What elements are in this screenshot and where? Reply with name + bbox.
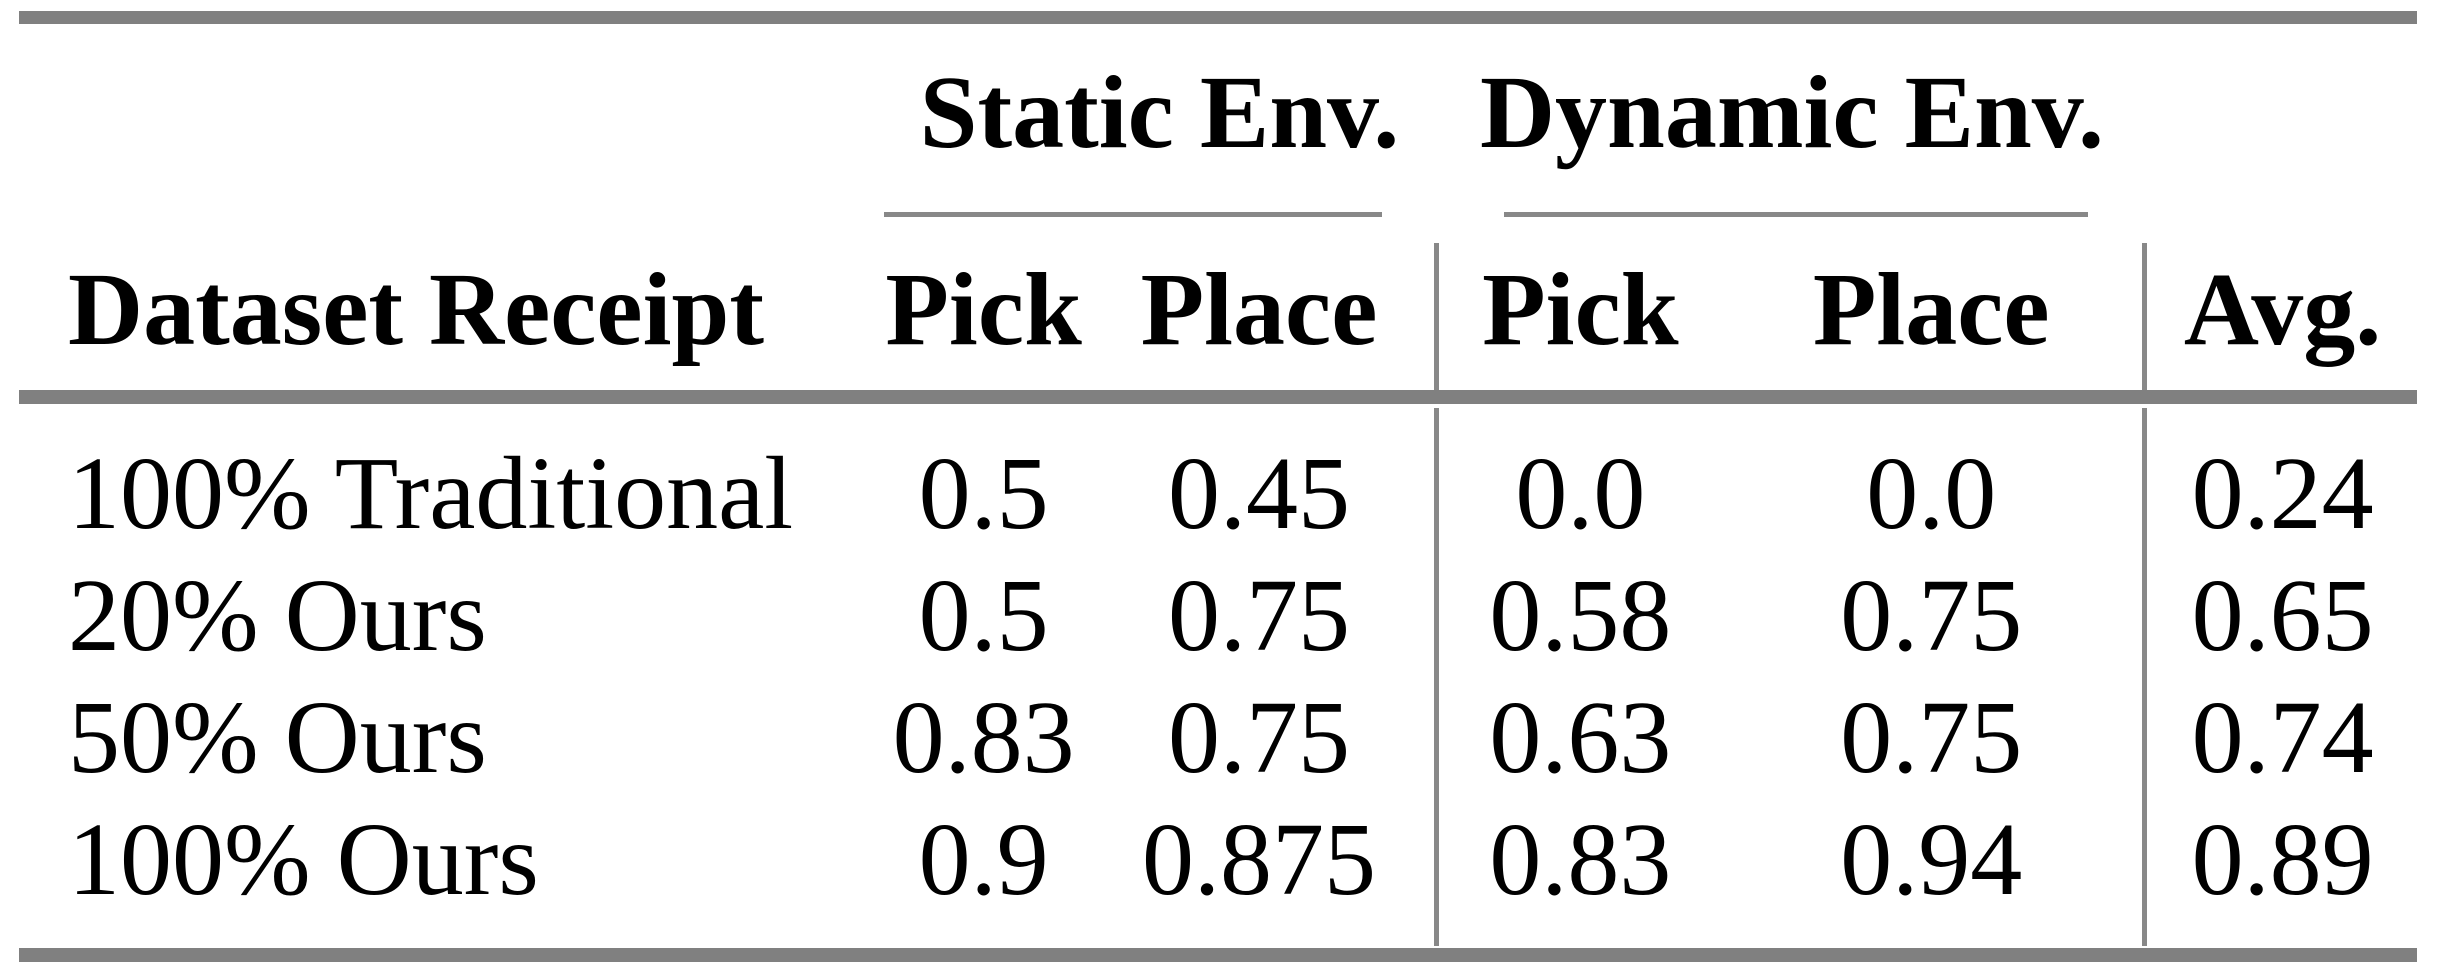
cell-static-pick: 0.5 xyxy=(918,557,1049,673)
dynamic-env-cmidrule xyxy=(1504,212,2088,217)
cell-static-place: 0.45 xyxy=(1168,435,1350,551)
table-row: 100% Traditional 0.5 0.45 0.0 0.0 0.24 xyxy=(19,432,2417,554)
table-row: 100% Ours 0.9 0.875 0.83 0.94 0.89 xyxy=(19,798,2417,920)
table-body: 100% Traditional 0.5 0.45 0.0 0.0 0.24 2… xyxy=(19,404,2417,948)
row-label: 50% Ours xyxy=(68,679,487,795)
static-env-group-header: Static Env. xyxy=(919,54,1400,170)
cell-dynamic-pick: 0.83 xyxy=(1489,801,1672,917)
header-dataset-receipt: Dataset Receipt xyxy=(68,251,764,367)
row-label: 20% Ours xyxy=(68,557,487,673)
cell-static-place: 0.75 xyxy=(1168,557,1350,673)
cell-dynamic-pick: 0.63 xyxy=(1489,679,1672,795)
bottom-rule xyxy=(19,948,2417,962)
cell-avg: 0.89 xyxy=(2191,801,2374,917)
body-vertical-rule-left xyxy=(1434,408,1439,946)
cell-dynamic-pick: 0.58 xyxy=(1489,557,1672,673)
cell-static-place: 0.75 xyxy=(1168,679,1350,795)
table-row: 50% Ours 0.83 0.75 0.63 0.75 0.74 xyxy=(19,676,2417,798)
header-static-place: Place xyxy=(1140,251,1378,367)
table-row: 20% Ours 0.5 0.75 0.58 0.75 0.65 xyxy=(19,554,2417,676)
cell-avg: 0.74 xyxy=(2191,679,2374,795)
header-dynamic-pick: Pick xyxy=(1482,251,1679,367)
cell-dynamic-place: 0.75 xyxy=(1840,557,2023,673)
header-avg: Avg. xyxy=(2183,251,2382,367)
mid-rule xyxy=(19,390,2417,404)
top-rule xyxy=(19,11,2417,24)
cell-dynamic-place: 0.94 xyxy=(1840,801,2023,917)
header-vertical-rule-right xyxy=(2142,243,2147,390)
header-static-pick: Pick xyxy=(885,251,1082,367)
column-header-row: Dataset Receipt Pick Place Pick Place Av… xyxy=(19,228,2417,390)
cell-static-pick: 0.5 xyxy=(918,435,1049,551)
cell-avg: 0.24 xyxy=(2191,435,2374,551)
cell-dynamic-pick: 0.0 xyxy=(1515,435,1646,551)
cell-dynamic-place: 0.75 xyxy=(1840,679,2023,795)
row-label: 100% Ours xyxy=(68,801,539,917)
header-vertical-rule-left xyxy=(1434,243,1439,390)
cell-dynamic-place: 0.0 xyxy=(1866,435,1997,551)
dynamic-env-group-header: Dynamic Env. xyxy=(1479,54,2105,170)
header-dynamic-place: Place xyxy=(1812,251,2050,367)
cell-static-pick: 0.9 xyxy=(918,801,1049,917)
cell-static-pick: 0.83 xyxy=(892,679,1075,795)
cell-avg: 0.65 xyxy=(2191,557,2374,673)
static-env-cmidrule xyxy=(884,212,1382,217)
cell-static-place: 0.875 xyxy=(1142,801,1376,917)
row-label: 100% Traditional xyxy=(68,435,794,551)
body-vertical-rule-right xyxy=(2142,408,2147,946)
